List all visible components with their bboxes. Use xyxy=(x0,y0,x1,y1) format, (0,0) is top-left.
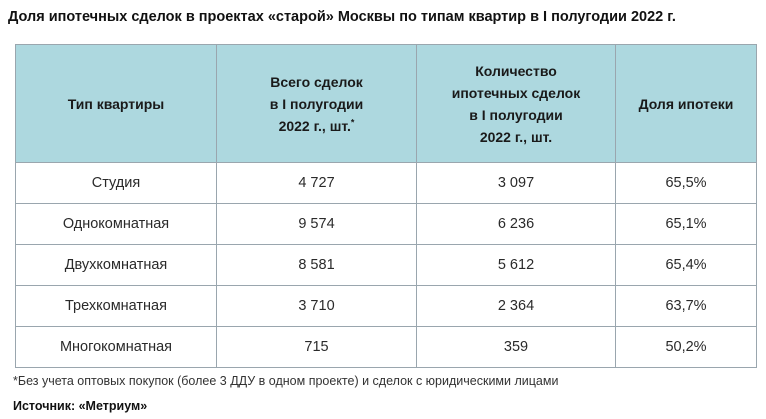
cell-mortgage-share: 50,2% xyxy=(615,326,757,368)
header-total-line3: 2022 г., шт. xyxy=(278,117,351,134)
header-apartment-type: Тип квартиры xyxy=(15,44,217,163)
table-row: Трехкомнатная 3 710 2 364 63,7% xyxy=(15,285,757,327)
header-mortgage-deals: Количество ипотечных сделок в I полугоди… xyxy=(416,44,616,163)
cell-apartment-type: Двухкомнатная xyxy=(15,244,217,286)
footnote-mark: * xyxy=(350,116,355,127)
cell-total-deals: 3 710 xyxy=(216,285,417,327)
cell-apartment-type: Однокомнатная xyxy=(15,203,217,245)
header-apartment-type-label: Тип квартиры xyxy=(67,95,165,112)
cell-mortgage-share: 65,5% xyxy=(615,162,757,204)
cell-mortgage-deals: 6 236 xyxy=(416,203,616,245)
header-mortgage-line3: в I полугодии xyxy=(469,106,563,123)
cell-mortgage-deals: 2 364 xyxy=(416,285,616,327)
header-total-deals: Всего сделок в I полугодии 2022 г., шт.* xyxy=(216,44,417,163)
header-mortgage-line2: ипотечных сделок xyxy=(451,84,581,101)
cell-apartment-type: Многокомнатная xyxy=(15,326,217,368)
table-row: Многокомнатная 715 359 50,2% xyxy=(15,326,757,368)
cell-total-deals: 9 574 xyxy=(216,203,417,245)
header-total-line2: в I полугодии xyxy=(269,95,364,112)
header-mortgage-share: Доля ипотеки xyxy=(615,44,757,163)
table-row: Студия 4 727 3 097 65,5% xyxy=(15,162,757,204)
cell-total-deals: 715 xyxy=(216,326,417,368)
cell-total-deals: 8 581 xyxy=(216,244,417,286)
table-header-row: Тип квартиры Всего сделок в I полугодии … xyxy=(15,44,757,163)
cell-mortgage-deals: 359 xyxy=(416,326,616,368)
cell-mortgage-share: 63,7% xyxy=(615,285,757,327)
table-row: Двухкомнатная 8 581 5 612 65,4% xyxy=(15,244,757,286)
header-mortgage-line1: Количество xyxy=(475,62,557,79)
cell-mortgage-share: 65,1% xyxy=(615,203,757,245)
cell-apartment-type: Трехкомнатная xyxy=(15,285,217,327)
footnote: *Без учета оптовых покупок (более 3 ДДУ … xyxy=(13,374,559,388)
cell-total-deals: 4 727 xyxy=(216,162,417,204)
source-note: Источник: «Метриум» xyxy=(13,399,148,413)
table-row: Однокомнатная 9 574 6 236 65,1% xyxy=(15,203,757,245)
page-title: Доля ипотечных сделок в проектах «старой… xyxy=(8,9,676,25)
cell-mortgage-share: 65,4% xyxy=(615,244,757,286)
cell-mortgage-deals: 3 097 xyxy=(416,162,616,204)
cell-apartment-type: Студия xyxy=(15,162,217,204)
mortgage-deals-table: Тип квартиры Всего сделок в I полугодии … xyxy=(15,44,757,368)
header-mortgage-line4: 2022 г., шт. xyxy=(479,128,553,145)
cell-mortgage-deals: 5 612 xyxy=(416,244,616,286)
header-total-line1: Всего сделок xyxy=(270,73,363,90)
header-mortgage-share-label: Доля ипотеки xyxy=(638,95,734,112)
